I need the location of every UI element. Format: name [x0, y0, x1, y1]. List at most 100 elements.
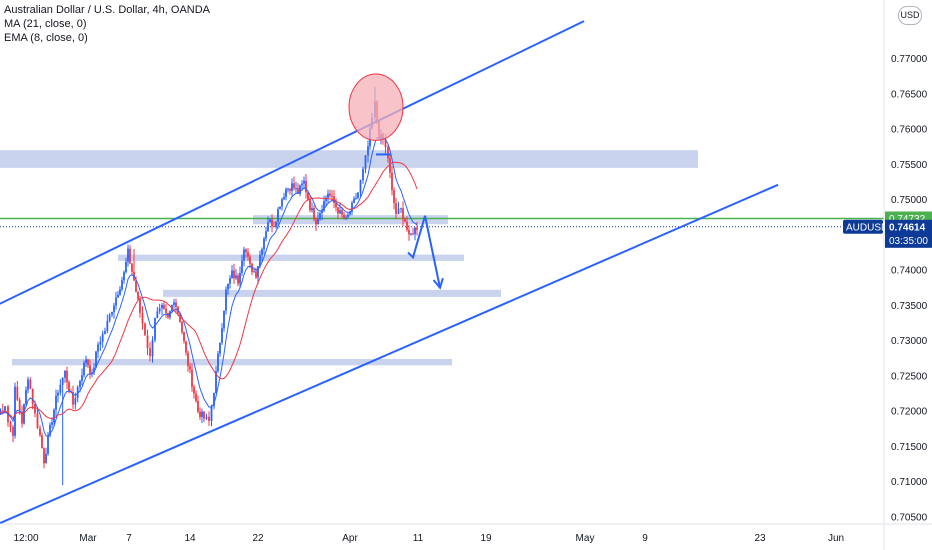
candle-body[interactable]: [45, 453, 47, 464]
candle-body[interactable]: [135, 280, 137, 292]
candle-body[interactable]: [193, 387, 195, 394]
candle-body[interactable]: [31, 388, 34, 404]
candle-body[interactable]: [25, 389, 27, 405]
candle-body[interactable]: [106, 320, 109, 331]
candle-body[interactable]: [74, 398, 77, 405]
candle-body[interactable]: [301, 183, 303, 186]
candle-body[interactable]: [245, 249, 247, 253]
candle-body[interactable]: [18, 399, 21, 412]
candle-body[interactable]: [199, 411, 201, 417]
candle-body[interactable]: [281, 199, 283, 207]
candle-body[interactable]: [384, 139, 387, 148]
supply-zone-1[interactable]: [253, 215, 448, 225]
candle-body[interactable]: [397, 208, 400, 215]
candle-body[interactable]: [97, 344, 99, 352]
channel-lower-line[interactable]: [0, 183, 779, 525]
candle-body[interactable]: [359, 180, 362, 193]
candle-body[interactable]: [29, 379, 32, 389]
candle-body[interactable]: [210, 406, 213, 421]
candle-body[interactable]: [283, 197, 285, 200]
supply-zone-2[interactable]: [118, 254, 464, 261]
candle-body[interactable]: [179, 313, 181, 322]
candle-body[interactable]: [279, 206, 281, 210]
candle-body[interactable]: [123, 272, 125, 281]
candle-body[interactable]: [337, 207, 339, 214]
currency-button[interactable]: USD: [898, 6, 922, 25]
candle-body[interactable]: [27, 379, 29, 390]
candle-body[interactable]: [104, 330, 106, 334]
candle-body[interactable]: [353, 198, 355, 203]
candle-body[interactable]: [303, 180, 305, 184]
legend-title[interactable]: Australian Dollar / U.S. Dollar, 4h, OAN…: [4, 4, 211, 16]
candle-body[interactable]: [36, 413, 39, 429]
candle-body[interactable]: [111, 311, 113, 315]
candle-body[interactable]: [311, 208, 313, 211]
candle-body[interactable]: [4, 406, 6, 411]
candle-body[interactable]: [93, 367, 95, 373]
candle-body[interactable]: [39, 428, 41, 436]
candle-body[interactable]: [331, 195, 333, 197]
candle-body[interactable]: [119, 289, 121, 295]
candle-body[interactable]: [68, 382, 70, 392]
candle-body[interactable]: [187, 352, 189, 367]
candle-body[interactable]: [23, 404, 25, 424]
candle-body[interactable]: [16, 386, 19, 400]
candle-body[interactable]: [76, 387, 79, 399]
candle-body[interactable]: [21, 411, 23, 424]
candle-body[interactable]: [139, 298, 141, 313]
candle-body[interactable]: [395, 203, 397, 215]
candle-body[interactable]: [319, 212, 321, 219]
candle-body[interactable]: [34, 403, 36, 414]
candle-body[interactable]: [49, 424, 51, 436]
candle-body[interactable]: [173, 302, 175, 305]
candle-body[interactable]: [416, 227, 418, 230]
candle-body[interactable]: [247, 252, 249, 257]
candle-body[interactable]: [364, 155, 367, 169]
candle-body[interactable]: [335, 202, 337, 208]
candle-body[interactable]: [323, 201, 325, 211]
candle-body[interactable]: [263, 238, 265, 250]
candle-body[interactable]: [131, 263, 133, 272]
candle-body[interactable]: [295, 188, 297, 190]
last-price-tag[interactable]: [885, 219, 932, 248]
candle-body[interactable]: [113, 305, 115, 312]
candle-body[interactable]: [181, 321, 183, 333]
candle-body[interactable]: [161, 304, 163, 309]
candle-body[interactable]: [66, 370, 68, 383]
candle-body[interactable]: [349, 211, 351, 215]
candle-body[interactable]: [341, 210, 343, 215]
candle-body[interactable]: [14, 386, 16, 436]
candle-body[interactable]: [265, 231, 267, 239]
candle-body[interactable]: [99, 341, 102, 345]
candle-body[interactable]: [287, 188, 289, 190]
candle-body[interactable]: [402, 208, 404, 220]
candle-body[interactable]: [259, 254, 261, 267]
candle-body[interactable]: [351, 202, 353, 212]
projection-arrowhead[interactable]: [432, 277, 444, 290]
candle-body[interactable]: [64, 370, 66, 378]
candle-body[interactable]: [239, 272, 241, 284]
candle-body[interactable]: [141, 312, 144, 324]
candle-body[interactable]: [291, 183, 293, 191]
candle-body[interactable]: [208, 416, 210, 421]
candle-body[interactable]: [81, 375, 83, 381]
candle-body[interactable]: [307, 192, 309, 200]
candle-body[interactable]: [47, 435, 49, 454]
candle-body[interactable]: [271, 219, 273, 227]
candle-body[interactable]: [391, 172, 393, 191]
candle-body[interactable]: [197, 401, 199, 412]
legend-ma[interactable]: MA (21, close, 0): [4, 18, 87, 30]
candle-body[interactable]: [101, 333, 104, 342]
candle-body[interactable]: [277, 209, 279, 222]
supply-zone-3[interactable]: [163, 289, 501, 297]
candle-body[interactable]: [313, 208, 315, 220]
candle-body[interactable]: [185, 341, 187, 353]
candle-body[interactable]: [297, 188, 299, 194]
candle-body[interactable]: [219, 342, 221, 354]
candle-body[interactable]: [241, 260, 243, 273]
candle-body[interactable]: [315, 219, 317, 225]
candle-body[interactable]: [414, 227, 416, 235]
candle-body[interactable]: [327, 193, 329, 198]
candle-body[interactable]: [191, 369, 193, 388]
candle-body[interactable]: [400, 208, 402, 210]
